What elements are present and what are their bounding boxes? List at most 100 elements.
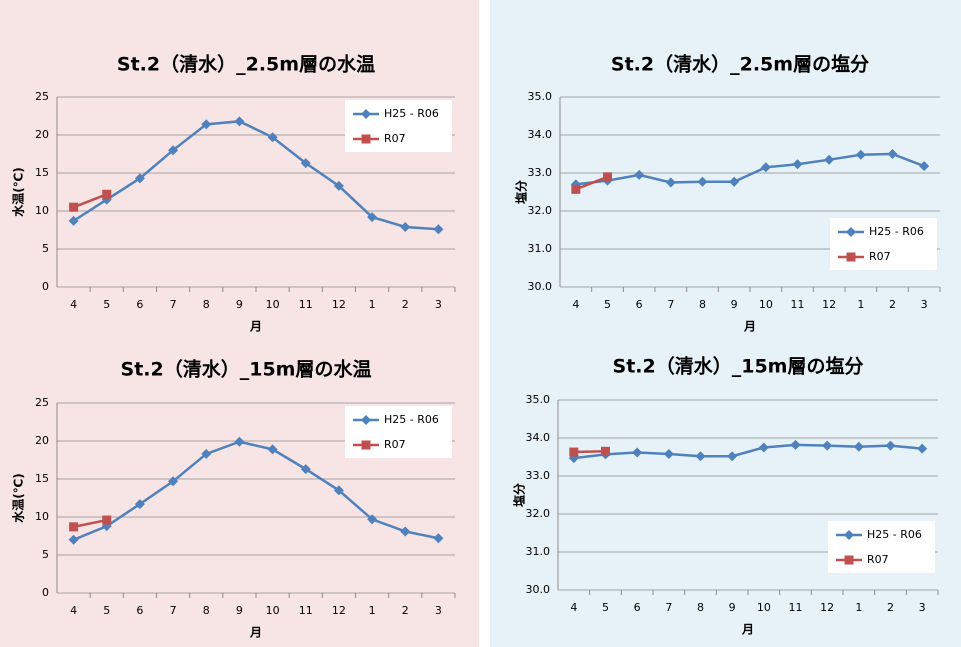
legend-marker (361, 134, 371, 144)
y-tick-label: 15 (35, 166, 49, 179)
legend-marker (846, 252, 856, 262)
series-line (73, 193, 108, 209)
marker (919, 161, 930, 172)
x-tick-label: 11 (789, 601, 803, 614)
x-tick-label: 2 (887, 601, 894, 614)
x-tick-label: 6 (634, 601, 641, 614)
x-tick-label: 8 (203, 298, 210, 311)
x-tick-label: 10 (266, 298, 280, 311)
x-tick-label: 9 (731, 298, 738, 311)
x-axis-label: 月 (249, 626, 262, 640)
x-tick-label: 8 (697, 601, 704, 614)
x-tick-label: 4 (70, 298, 77, 311)
marker (571, 184, 581, 194)
legend-label: H25 - R06 (384, 413, 439, 426)
x-tick-label: 12 (820, 601, 834, 614)
x-tick-label: 5 (103, 604, 110, 617)
y-tick-label: 10 (35, 510, 49, 523)
marker (758, 442, 769, 453)
marker (102, 189, 112, 199)
x-tick-label: 3 (435, 604, 442, 617)
x-tick-label: 9 (236, 604, 243, 617)
y-tick-label: 0 (42, 586, 49, 599)
x-tick-label: 11 (791, 298, 805, 311)
marker (400, 526, 411, 537)
marker (433, 224, 444, 235)
marker (367, 212, 378, 223)
marker (695, 451, 706, 462)
marker (792, 159, 803, 170)
x-tick-label: 4 (570, 601, 577, 614)
marker (663, 448, 674, 459)
x-tick-label: 7 (170, 604, 177, 617)
x-tick-label: 5 (103, 298, 110, 311)
y-tick-label: 35.0 (528, 90, 553, 103)
legend-marker (844, 555, 854, 565)
marker (134, 499, 145, 510)
x-tick-label: 6 (136, 298, 143, 311)
legend-marker (846, 227, 856, 237)
y-tick-label: 10 (35, 204, 49, 217)
x-tick-label: 9 (729, 601, 736, 614)
y-tick-label: 15 (35, 472, 49, 485)
marker (333, 485, 344, 496)
x-tick-label: 2 (889, 298, 896, 311)
chart-title: St.2（清水）_15m層の塩分 (613, 355, 864, 378)
x-axis-label: 月 (741, 623, 754, 637)
series-line (573, 443, 923, 460)
legend-label: H25 - R06 (869, 225, 924, 238)
marker (917, 443, 928, 454)
x-tick-label: 3 (919, 601, 926, 614)
y-axis-label: 水温(℃) (11, 473, 26, 523)
x-tick-label: 1 (855, 601, 862, 614)
x-tick-label: 10 (757, 601, 771, 614)
marker (727, 451, 738, 462)
marker (102, 515, 112, 525)
y-axis-label: 塩分 (514, 180, 529, 204)
x-tick-label: 1 (857, 298, 864, 311)
y-tick-label: 25 (35, 90, 49, 103)
x-tick-label: 12 (332, 604, 346, 617)
marker (632, 447, 643, 458)
y-tick-label: 0 (42, 280, 49, 293)
marker (201, 119, 212, 130)
y-tick-label: 31.0 (528, 242, 553, 255)
marker (569, 447, 579, 457)
marker (887, 149, 898, 159)
marker (855, 149, 866, 160)
marker (69, 522, 79, 532)
x-tick-label: 5 (602, 601, 609, 614)
marker (790, 439, 801, 450)
marker (601, 446, 610, 456)
x-tick-label: 4 (572, 298, 579, 311)
marker (729, 176, 740, 187)
legend-label: R07 (867, 553, 889, 566)
y-tick-label: 34.0 (526, 431, 551, 444)
y-tick-label: 33.0 (526, 469, 551, 482)
x-tick-label: 5 (604, 298, 611, 311)
series-line (73, 518, 108, 529)
series-line (575, 175, 608, 191)
x-tick-label: 6 (636, 298, 643, 311)
y-tick-label: 25 (35, 396, 49, 409)
legend-marker (361, 440, 371, 450)
y-tick-label: 32.0 (528, 204, 553, 217)
legend-label: H25 - R06 (867, 528, 922, 541)
marker (885, 440, 896, 451)
y-tick-label: 5 (42, 548, 49, 561)
y-tick-label: 33.0 (528, 166, 553, 179)
x-tick-label: 10 (266, 604, 280, 617)
x-tick-label: 12 (332, 298, 346, 311)
y-tick-label: 34.0 (528, 128, 553, 141)
x-tick-label: 1 (369, 298, 376, 311)
chart-title: St.2（清水）_2.5m層の塩分 (611, 53, 869, 76)
series-line (575, 152, 925, 186)
x-tick-label: 8 (699, 298, 706, 311)
legend-label: R07 (384, 132, 406, 145)
marker (68, 534, 79, 545)
legend-label: H25 - R06 (384, 107, 439, 120)
x-tick-label: 2 (402, 604, 409, 617)
marker (665, 177, 676, 188)
legend-marker (361, 415, 371, 425)
x-tick-label: 12 (822, 298, 836, 311)
